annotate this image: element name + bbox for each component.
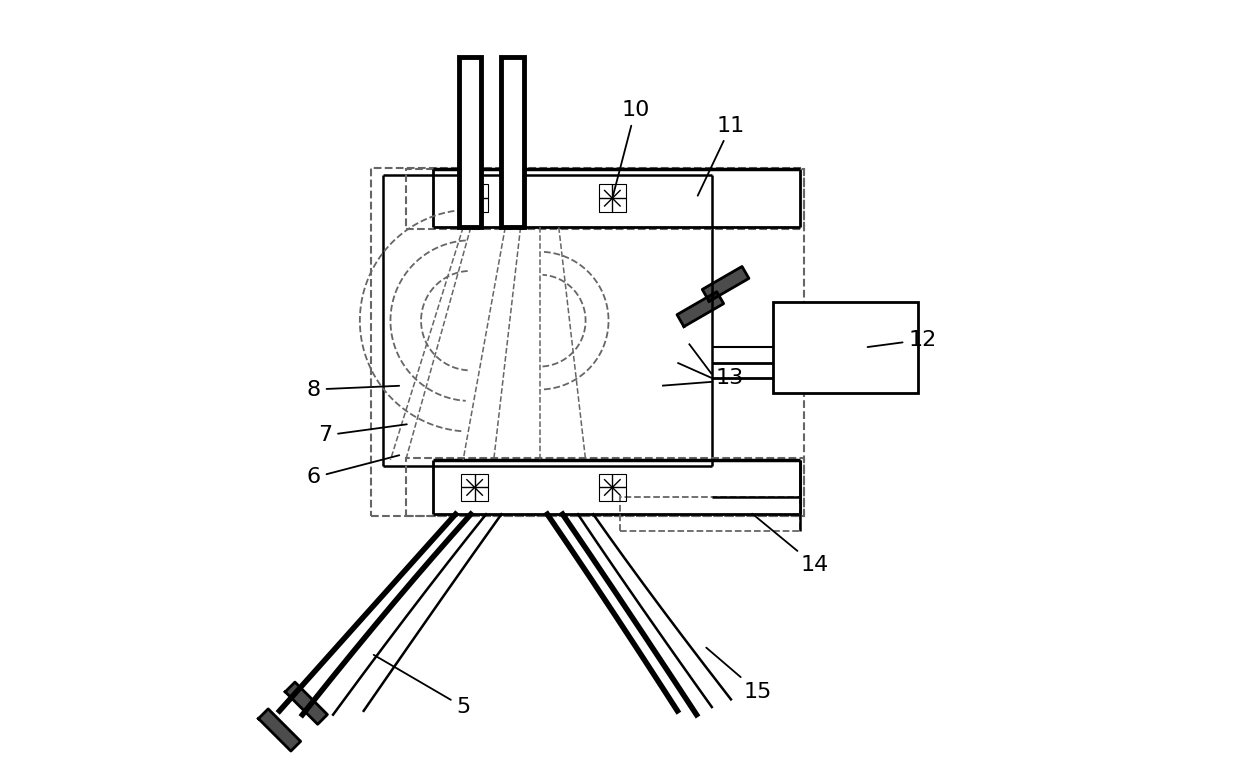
Bar <box>405 169 804 229</box>
Bar <box>405 458 804 516</box>
Bar <box>371 167 804 516</box>
Text: 10: 10 <box>613 100 650 196</box>
Bar <box>461 474 489 501</box>
Text: 8: 8 <box>306 379 399 400</box>
Text: 11: 11 <box>698 115 745 196</box>
Text: 14: 14 <box>753 513 830 576</box>
Text: 9: 9 <box>502 65 516 172</box>
Polygon shape <box>677 291 724 326</box>
Polygon shape <box>285 682 327 724</box>
Text: 12: 12 <box>868 330 936 350</box>
Bar <box>599 185 626 212</box>
Bar <box>461 185 489 212</box>
Polygon shape <box>702 266 749 301</box>
Text: 6: 6 <box>306 455 399 488</box>
Text: 13: 13 <box>715 368 744 388</box>
Text: 15: 15 <box>707 647 773 702</box>
Bar <box>599 474 626 501</box>
Text: 7: 7 <box>319 425 407 446</box>
Polygon shape <box>258 709 300 751</box>
Bar <box>459 57 481 227</box>
Bar <box>620 497 800 531</box>
Bar <box>773 301 919 393</box>
Bar <box>501 57 523 227</box>
Text: 5: 5 <box>373 655 470 717</box>
